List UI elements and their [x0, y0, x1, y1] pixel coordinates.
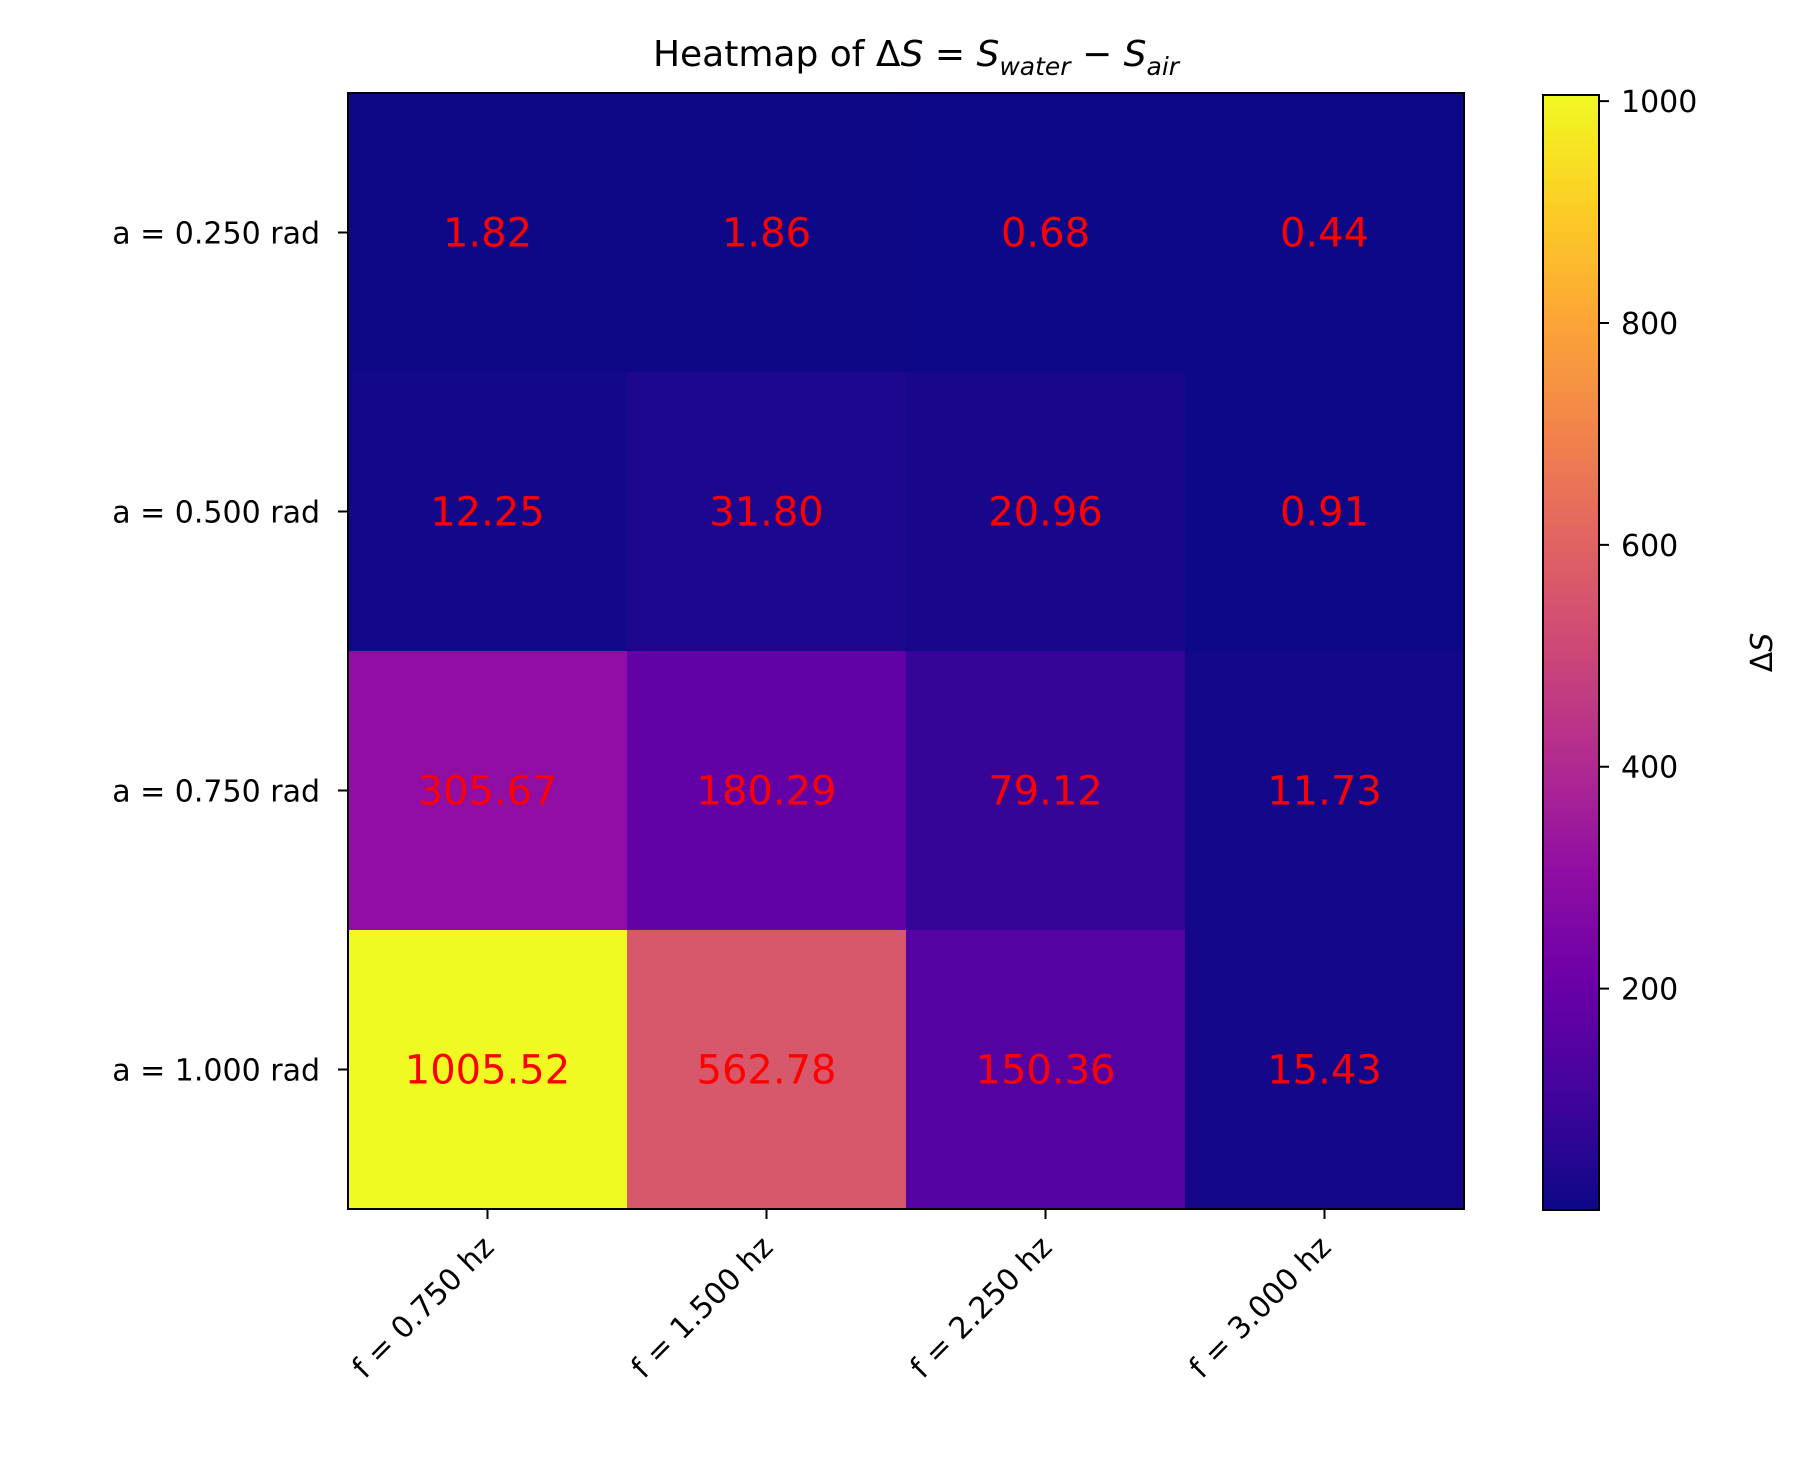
- heatmap-cell: [627, 372, 907, 652]
- cell-value-label: 1005.52: [405, 1048, 570, 1094]
- cell-value-label: 150.36: [976, 1048, 1116, 1094]
- heatmap-cell: [627, 930, 907, 1210]
- cell-value-label: 180.29: [697, 769, 837, 815]
- heatmap-cell: [348, 93, 628, 373]
- colorbar-frame: [1542, 94, 1600, 1211]
- cell-value-label: 0.91: [1280, 490, 1369, 536]
- cell-value-label: 11.73: [1267, 769, 1382, 815]
- y-axis: a = 0.250 rad a = 0.500 rad a = 0.750 rad a…: [112, 217, 348, 1089]
- heatmap-cell: [906, 651, 1186, 931]
- y-tick-label: a = 0.500 rad: [112, 496, 320, 531]
- x-tick-label: f = 2.250 hz: [904, 1230, 1060, 1386]
- cell-value-label: 0.44: [1280, 211, 1369, 257]
- cell-value-label: 1.86: [722, 211, 811, 257]
- heatmap-cell-labels: 1.82 1.86 0.68 0.44 12.25 31.80 20.96 0.91 305.6…: [405, 211, 1382, 1094]
- heatmap-cell: [1185, 372, 1465, 652]
- colorbar-tick-label: 600: [1621, 529, 1678, 564]
- heatmap-cell: [906, 930, 1186, 1210]
- heatmap-cell: [906, 372, 1186, 652]
- cell-value-label: 305.67: [418, 769, 558, 815]
- colorbar-tick-label: 800: [1621, 307, 1678, 342]
- cell-value-label: 79.12: [988, 769, 1103, 815]
- chart-title: Heatmap of ΔS = Swater − Sair: [653, 34, 1181, 81]
- x-tick-label: f = 3.000 hz: [1183, 1230, 1339, 1386]
- cell-value-label: 31.80: [709, 490, 824, 536]
- heatmap-cell: [1185, 93, 1465, 373]
- heatmap-cell: [348, 372, 628, 652]
- cell-value-label: 0.68: [1001, 211, 1090, 257]
- heatmap-cell: [1185, 930, 1465, 1210]
- x-tick-label: f = 1.500 hz: [625, 1230, 781, 1386]
- colorbar-tick-label: 200: [1621, 973, 1678, 1008]
- heatmap-cell: [348, 651, 628, 931]
- colorbar-tick-label: 400: [1621, 751, 1678, 786]
- cell-value-label: 20.96: [988, 490, 1103, 536]
- colorbar-label: ΔS: [1745, 633, 1780, 673]
- colorbar-ticks: 200 400 600 800 1000: [1599, 85, 1697, 1008]
- heatmap-cell: [906, 93, 1186, 373]
- y-tick-label: a = 0.250 rad: [112, 217, 320, 252]
- colorbar: [1543, 95, 1599, 1210]
- y-tick-label: a = 0.750 rad: [112, 775, 320, 810]
- cell-value-label: 1.82: [443, 211, 532, 257]
- colorbar-tick-label: 1000: [1621, 85, 1697, 120]
- heatmap-cell: [348, 930, 628, 1210]
- cell-value-label: 12.25: [430, 490, 545, 536]
- heatmap-cell: [627, 93, 907, 373]
- cell-value-label: 562.78: [697, 1048, 837, 1094]
- heatmap-cell: [627, 651, 907, 931]
- heatmap-cells: [348, 93, 1465, 1210]
- y-tick-label: a = 1.000 rad: [112, 1054, 320, 1089]
- heatmap-cell: [1185, 651, 1465, 931]
- cell-value-label: 15.43: [1267, 1048, 1382, 1094]
- x-tick-label: f = 0.750 hz: [346, 1230, 502, 1386]
- plot-frame: [347, 92, 1465, 1210]
- x-axis: f = 0.750 hz f = 1.500 hz f = 2.250 hz f = …: [346, 1209, 1339, 1386]
